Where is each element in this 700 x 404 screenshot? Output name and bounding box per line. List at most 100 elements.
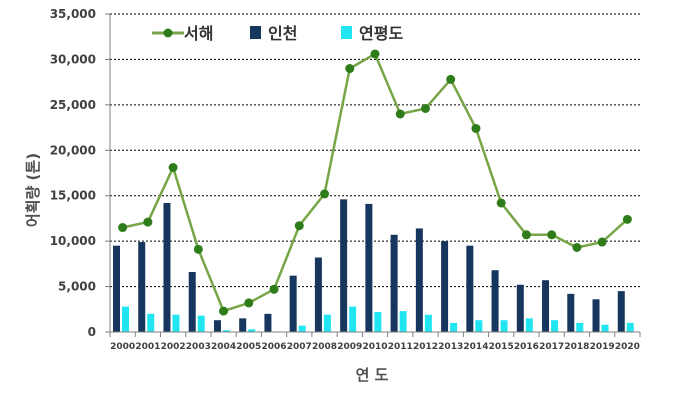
bar-incheon [567, 293, 575, 332]
point-seohae [244, 298, 254, 308]
y-tick-label: 35,000 [50, 7, 96, 21]
bar-yeonpyeongdo [349, 306, 357, 332]
bar-yeonpyeongdo [298, 325, 306, 332]
point-seohae [597, 237, 607, 247]
x-axis-title: 연 도 [356, 366, 389, 384]
x-tick-label: 2009 [337, 342, 362, 352]
bar-yeonpyeongdo [551, 320, 559, 332]
point-seohae [572, 243, 582, 253]
bar-incheon [390, 234, 398, 332]
bar-yeonpyeongdo [525, 318, 533, 332]
bar-yeonpyeongdo [576, 322, 584, 332]
bar-incheon [542, 280, 550, 332]
x-tick-label: 2013 [438, 342, 463, 352]
bar-incheon [113, 245, 120, 332]
bar-incheon [415, 228, 423, 332]
point-seohae [294, 221, 304, 231]
bar-yeonpyeongdo [626, 322, 634, 332]
bar-yeonpyeongdo [374, 312, 382, 332]
bar-incheon [264, 313, 272, 332]
point-seohae [219, 306, 229, 316]
bar-incheon [365, 203, 373, 332]
bar-incheon [592, 299, 600, 332]
bar-incheon [466, 245, 474, 332]
bar-yeonpyeongdo [222, 330, 230, 332]
bar-yeonpyeongdo [197, 315, 205, 332]
x-tick-label: 2003 [186, 342, 211, 352]
bar-incheon [617, 291, 625, 332]
y-tick-label: 20,000 [50, 143, 96, 157]
bar-incheon [441, 241, 449, 332]
x-tick-label: 2020 [615, 342, 640, 352]
y-tick-label: 0 [88, 325, 96, 339]
x-tick-label: 2012 [413, 342, 438, 352]
y-tick-label: 15,000 [50, 189, 96, 203]
bar-incheon [340, 199, 348, 332]
y-tick-label: 25,000 [50, 98, 96, 112]
point-seohae [420, 103, 430, 113]
x-tick-label: 2008 [312, 342, 337, 352]
bar-incheon [239, 318, 247, 332]
bar-incheon [491, 270, 499, 332]
point-seohae [345, 64, 355, 74]
point-seohae [547, 230, 557, 240]
bar-incheon [314, 257, 322, 332]
x-tick-label: 2011 [388, 342, 413, 352]
bar-series [113, 199, 634, 332]
bar-incheon [138, 242, 146, 332]
bar-incheon [289, 275, 297, 332]
bar-yeonpyeongdo [122, 306, 129, 332]
x-tick-label: 2000 [110, 342, 135, 352]
x-tick-label: 2005 [236, 342, 261, 352]
point-seohae [118, 223, 128, 233]
bar-incheon [188, 272, 196, 332]
point-seohae [395, 109, 405, 119]
x-tick-label: 2015 [489, 342, 514, 352]
line-seohae [122, 52, 629, 313]
legend-label-incheon: 인천 [268, 24, 297, 43]
bar-incheon [516, 284, 524, 332]
bar-yeonpyeongdo [399, 311, 407, 332]
x-tick-label: 2006 [262, 342, 287, 352]
point-seohae [143, 217, 153, 227]
legend-marker-seohae [163, 28, 173, 38]
axes [105, 13, 641, 337]
bar-yeonpyeongdo [424, 314, 432, 332]
legend-label-yeonpyeongdo: 연평도 [359, 24, 403, 43]
x-tick-label: 2019 [590, 342, 615, 352]
bar-yeonpyeongdo [147, 313, 155, 332]
line-series [118, 49, 632, 316]
x-tick-label: 2016 [514, 342, 539, 352]
legend-label-seohae: 서해 [184, 24, 213, 43]
point-seohae [269, 284, 279, 294]
point-seohae [168, 163, 178, 173]
x-tick-labels: 2000 2001 2002 2003 2004 2005 2006 2007 2008 2009… [110, 342, 640, 352]
point-seohae [521, 230, 531, 240]
gridlines [110, 13, 640, 288]
point-seohae [446, 74, 456, 84]
y-tick-label: 10,000 [50, 234, 96, 248]
legend-swatch-incheon [250, 26, 261, 39]
bar-yeonpyeongdo [248, 329, 256, 332]
x-tick-label: 2017 [539, 342, 564, 352]
point-seohae [471, 123, 481, 133]
y-axis-title: 어획량 (톤) [24, 153, 42, 227]
legend: 서해 인천 연평도 [152, 24, 403, 43]
y-tick-label: 30,000 [50, 52, 96, 66]
point-seohae [370, 49, 380, 59]
bar-incheon [163, 202, 171, 332]
bar-yeonpyeongdo [323, 314, 331, 332]
x-tick-label: 2002 [161, 342, 186, 352]
point-seohae [193, 244, 203, 254]
bar-yeonpyeongdo [601, 324, 609, 332]
point-seohae [320, 189, 330, 199]
bar-yeonpyeongdo [450, 322, 458, 332]
x-tick-label: 2007 [287, 342, 312, 352]
x-tick-label: 2018 [564, 342, 589, 352]
x-tick-label: 2004 [211, 342, 236, 352]
bar-incheon [213, 320, 221, 332]
x-tick-label: 2010 [362, 342, 387, 352]
point-seohae [496, 198, 506, 208]
y-tick-labels: 0 5,000 10,000 15,000 20,000 25,000 30,000 35,0… [50, 7, 96, 339]
